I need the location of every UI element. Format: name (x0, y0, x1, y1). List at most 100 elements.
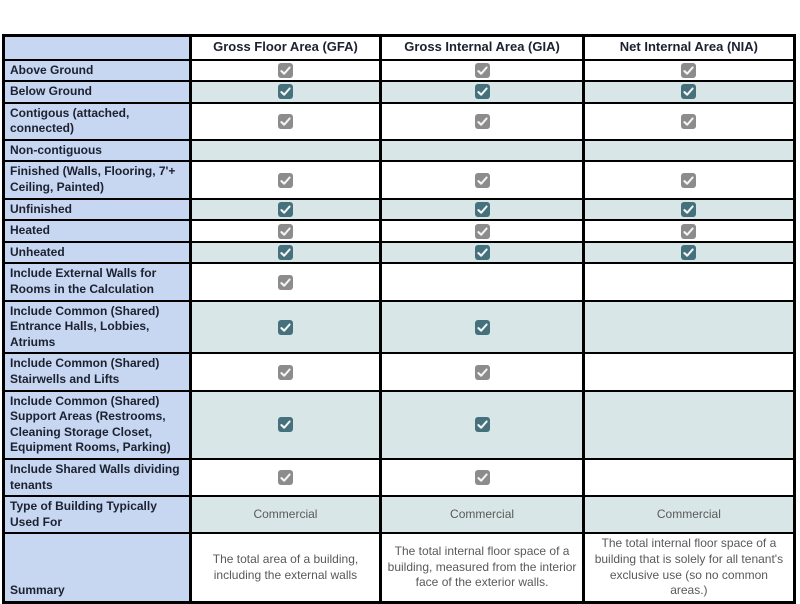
row-label: Contigous (attached, connected) (2, 101, 192, 141)
checkbox-checked-icon[interactable] (277, 201, 293, 217)
checkbox-checked-icon[interactable] (681, 245, 697, 261)
empty-cell (581, 299, 797, 355)
checkbox-checked-icon[interactable] (277, 113, 293, 129)
corner-cell (2, 34, 192, 61)
table-row: Include Common (Shared) Support Areas (R… (2, 389, 797, 460)
row-label: Below Ground (2, 80, 192, 104)
check-cell (379, 389, 585, 460)
checkbox-checked-icon[interactable] (277, 84, 293, 100)
column-header-gia: Gross Internal Area (GIA) (379, 34, 585, 61)
table-row: Non-contiguous (2, 138, 797, 163)
header-row: Gross Floor Area (GFA) Gross Internal Ar… (2, 34, 797, 61)
checkbox-checked-icon[interactable] (277, 470, 293, 486)
row-label: Above Ground (2, 58, 192, 83)
row-label: Heated (2, 219, 192, 243)
check-cell (581, 219, 797, 243)
checkbox-checked-icon[interactable] (277, 274, 293, 290)
check-cell (188, 352, 383, 392)
table-row: Include External Walls for Rooms in the … (2, 262, 797, 302)
check-cell (581, 80, 797, 104)
checkbox-checked-icon[interactable] (474, 364, 490, 380)
empty-cell (581, 352, 797, 392)
checkbox-checked-icon[interactable] (474, 172, 490, 188)
row-label: Include Common (Shared) Entrance Halls, … (2, 299, 192, 355)
column-header-nia: Net Internal Area (NIA) (581, 34, 797, 61)
check-cell (188, 58, 383, 83)
checkbox-checked-icon[interactable] (474, 417, 490, 433)
checkbox-checked-icon[interactable] (277, 319, 293, 335)
text-cell: The total internal floor space of a buil… (379, 532, 585, 604)
text-cell: The total internal floor space of a buil… (581, 532, 797, 604)
check-cell (379, 80, 585, 104)
table-row: Unheated (2, 240, 797, 265)
table-row: Unfinished (2, 197, 797, 222)
row-label: Include Common (Shared) Support Areas (R… (2, 389, 192, 460)
column-header-gfa: Gross Floor Area (GFA) (188, 34, 383, 61)
area-comparison-table: Gross Floor Area (GFA) Gross Internal Ar… (2, 34, 797, 604)
table-body: Above Ground Below Ground Contigous (attac… (2, 58, 797, 604)
check-cell (379, 219, 585, 243)
checkbox-checked-icon[interactable] (474, 245, 490, 261)
check-cell (188, 457, 383, 498)
check-cell (379, 101, 585, 141)
table-row: Type of Building Typically Used For Comme… (2, 495, 797, 535)
checkbox-checked-icon[interactable] (277, 417, 293, 433)
checkbox-checked-icon[interactable] (277, 245, 293, 261)
checkbox-checked-icon[interactable] (474, 113, 490, 129)
row-label: Unfinished (2, 197, 192, 222)
check-cell (188, 262, 383, 302)
empty-cell (379, 262, 585, 302)
check-cell (581, 240, 797, 265)
check-cell (188, 299, 383, 355)
text-cell: The total area of a building, including … (188, 532, 383, 604)
empty-cell (581, 138, 797, 163)
row-label: Unheated (2, 240, 192, 265)
checkbox-checked-icon[interactable] (681, 113, 697, 129)
text-cell: Commercial (188, 495, 383, 535)
text-cell: Commercial (379, 495, 585, 535)
table-row: Below Ground (2, 80, 797, 104)
row-label: Summary (2, 532, 192, 604)
checkbox-checked-icon[interactable] (681, 172, 697, 188)
check-cell (379, 352, 585, 392)
checkbox-checked-icon[interactable] (474, 319, 490, 335)
empty-cell (581, 389, 797, 460)
row-label: Include External Walls for Rooms in the … (2, 262, 192, 302)
checkbox-checked-icon[interactable] (474, 84, 490, 100)
check-cell (188, 160, 383, 200)
check-cell (188, 389, 383, 460)
check-cell (188, 197, 383, 222)
row-label: Include Shared Walls dividing tenants (2, 457, 192, 498)
checkbox-checked-icon[interactable] (681, 201, 697, 217)
checkbox-checked-icon[interactable] (474, 62, 490, 78)
checkbox-checked-icon[interactable] (681, 62, 697, 78)
table-row: Summary The total area of a building, inc… (2, 532, 797, 604)
checkbox-checked-icon[interactable] (277, 62, 293, 78)
check-cell (188, 240, 383, 265)
checkbox-checked-icon[interactable] (277, 223, 293, 239)
checkbox-checked-icon[interactable] (474, 470, 490, 486)
checkbox-checked-icon[interactable] (474, 223, 490, 239)
checkbox-checked-icon[interactable] (681, 223, 697, 239)
table-row: Include Shared Walls dividing tenants (2, 457, 797, 498)
checkbox-checked-icon[interactable] (277, 172, 293, 188)
table-row: Include Common (Shared) Stairwells and L… (2, 352, 797, 392)
check-cell (188, 219, 383, 243)
empty-cell (188, 138, 383, 163)
row-label: Finished (Walls, Flooring, 7'+ Ceiling, … (2, 160, 192, 200)
empty-cell (581, 262, 797, 302)
check-cell (581, 101, 797, 141)
check-cell (581, 197, 797, 222)
empty-cell (581, 457, 797, 498)
check-cell (379, 457, 585, 498)
table-row: Finished (Walls, Flooring, 7'+ Ceiling, … (2, 160, 797, 200)
checkbox-checked-icon[interactable] (277, 364, 293, 380)
check-cell (379, 197, 585, 222)
row-label: Non-contiguous (2, 138, 192, 163)
checkbox-checked-icon[interactable] (474, 201, 490, 217)
empty-cell (379, 138, 585, 163)
check-cell (379, 160, 585, 200)
checkbox-checked-icon[interactable] (681, 84, 697, 100)
row-label: Include Common (Shared) Stairwells and L… (2, 352, 192, 392)
check-cell (379, 299, 585, 355)
